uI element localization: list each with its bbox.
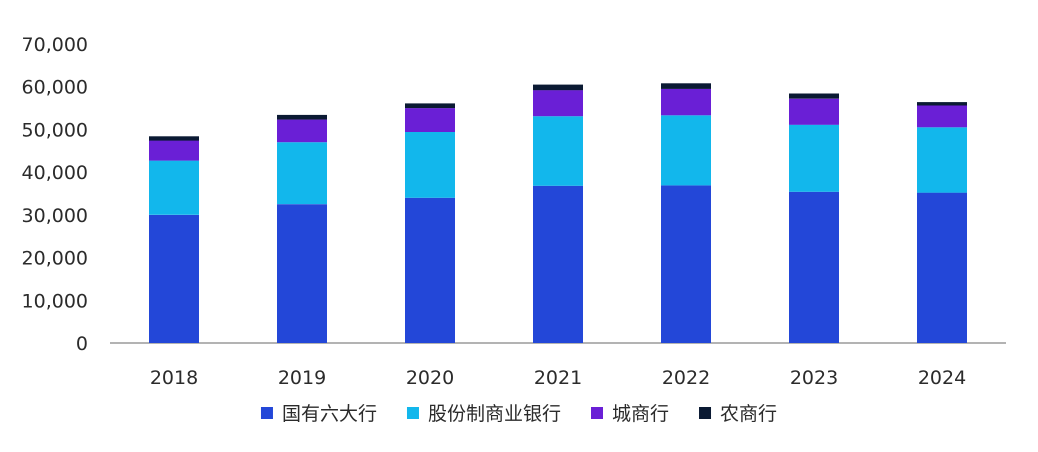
bar-segment-series-3	[661, 83, 711, 89]
bar-segment-series-3	[277, 114, 327, 120]
legend-swatch	[406, 407, 419, 419]
x-tick-label: 2021	[534, 367, 582, 389]
bar-segment-series-3	[149, 136, 199, 141]
bar-segment-series-2	[533, 90, 583, 117]
legend-label: 国有六大行	[282, 403, 377, 425]
bar-stack-2023	[789, 93, 839, 343]
bar-segment-series-0	[405, 197, 455, 343]
bar-segment-series-0	[917, 192, 967, 343]
bar-segment-series-3	[533, 84, 583, 91]
bar-stack-2018	[149, 136, 199, 343]
y-tick-label: 50,000	[22, 119, 88, 141]
x-tick-label: 2018	[150, 367, 198, 389]
x-tick-label: 2023	[790, 367, 838, 389]
bar-segment-series-1	[917, 127, 967, 193]
bar-stack-2022	[661, 83, 711, 343]
legend-label: 股份制商业银行	[428, 403, 561, 425]
bar-segment-series-2	[661, 88, 711, 116]
legend-swatch	[260, 407, 273, 419]
bar-segment-series-3	[789, 93, 839, 99]
bar-segment-series-1	[277, 142, 327, 205]
x-tick-label: 2022	[662, 367, 710, 389]
bar-segment-series-0	[661, 185, 711, 343]
y-tick-label: 70,000	[22, 34, 88, 56]
x-tick-label: 2019	[278, 367, 326, 389]
y-tick-label: 30,000	[22, 205, 88, 227]
bar-segment-series-1	[149, 160, 199, 215]
legend-swatch	[591, 407, 603, 419]
legend-label: 城商行	[612, 403, 669, 425]
bar-segment-series-2	[917, 105, 967, 128]
bar-segment-series-1	[405, 132, 455, 198]
bar-segment-series-1	[789, 124, 839, 192]
y-tick-labels: 0 10,000 20,000 30,000 40,000 50,000 60,000 70,…	[22, 34, 88, 355]
bar-segment-series-0	[789, 191, 839, 343]
legend-label: 农商行	[720, 403, 777, 425]
bar-segment-series-3	[917, 102, 967, 106]
bar-segment-series-1	[661, 115, 711, 186]
y-tick-label: 40,000	[22, 162, 88, 184]
bar-segment-series-3	[405, 103, 455, 109]
legend-swatch	[699, 407, 712, 419]
x-tick-label: 2020	[406, 367, 454, 389]
y-tick-label: 20,000	[22, 248, 88, 270]
bar-segment-series-0	[533, 185, 583, 343]
y-tick-label: 60,000	[22, 77, 88, 99]
bar-segment-series-2	[277, 119, 327, 143]
x-tick-label: 2024	[918, 367, 966, 389]
x-tick-labels: 2018 2019 2020 2021 2022 2023 2024	[150, 367, 966, 389]
bar-segment-series-0	[277, 204, 327, 343]
y-tick-label: 10,000	[22, 290, 88, 312]
bar-stacks	[149, 83, 967, 343]
bar-segment-series-1	[533, 116, 583, 186]
legend: 国有六大行 股份制商业银行 城商行 农商行	[260, 403, 777, 425]
bar-segment-series-0	[149, 214, 199, 343]
bar-segment-series-2	[149, 140, 199, 161]
y-tick-label: 0	[76, 333, 88, 355]
bar-stack-2020	[405, 103, 455, 343]
bar-segment-series-2	[405, 108, 455, 132]
bar-segment-series-2	[789, 98, 839, 125]
bar-stack-2021	[533, 84, 583, 343]
bar-stack-2019	[277, 114, 327, 343]
bar-stack-2024	[917, 102, 967, 343]
